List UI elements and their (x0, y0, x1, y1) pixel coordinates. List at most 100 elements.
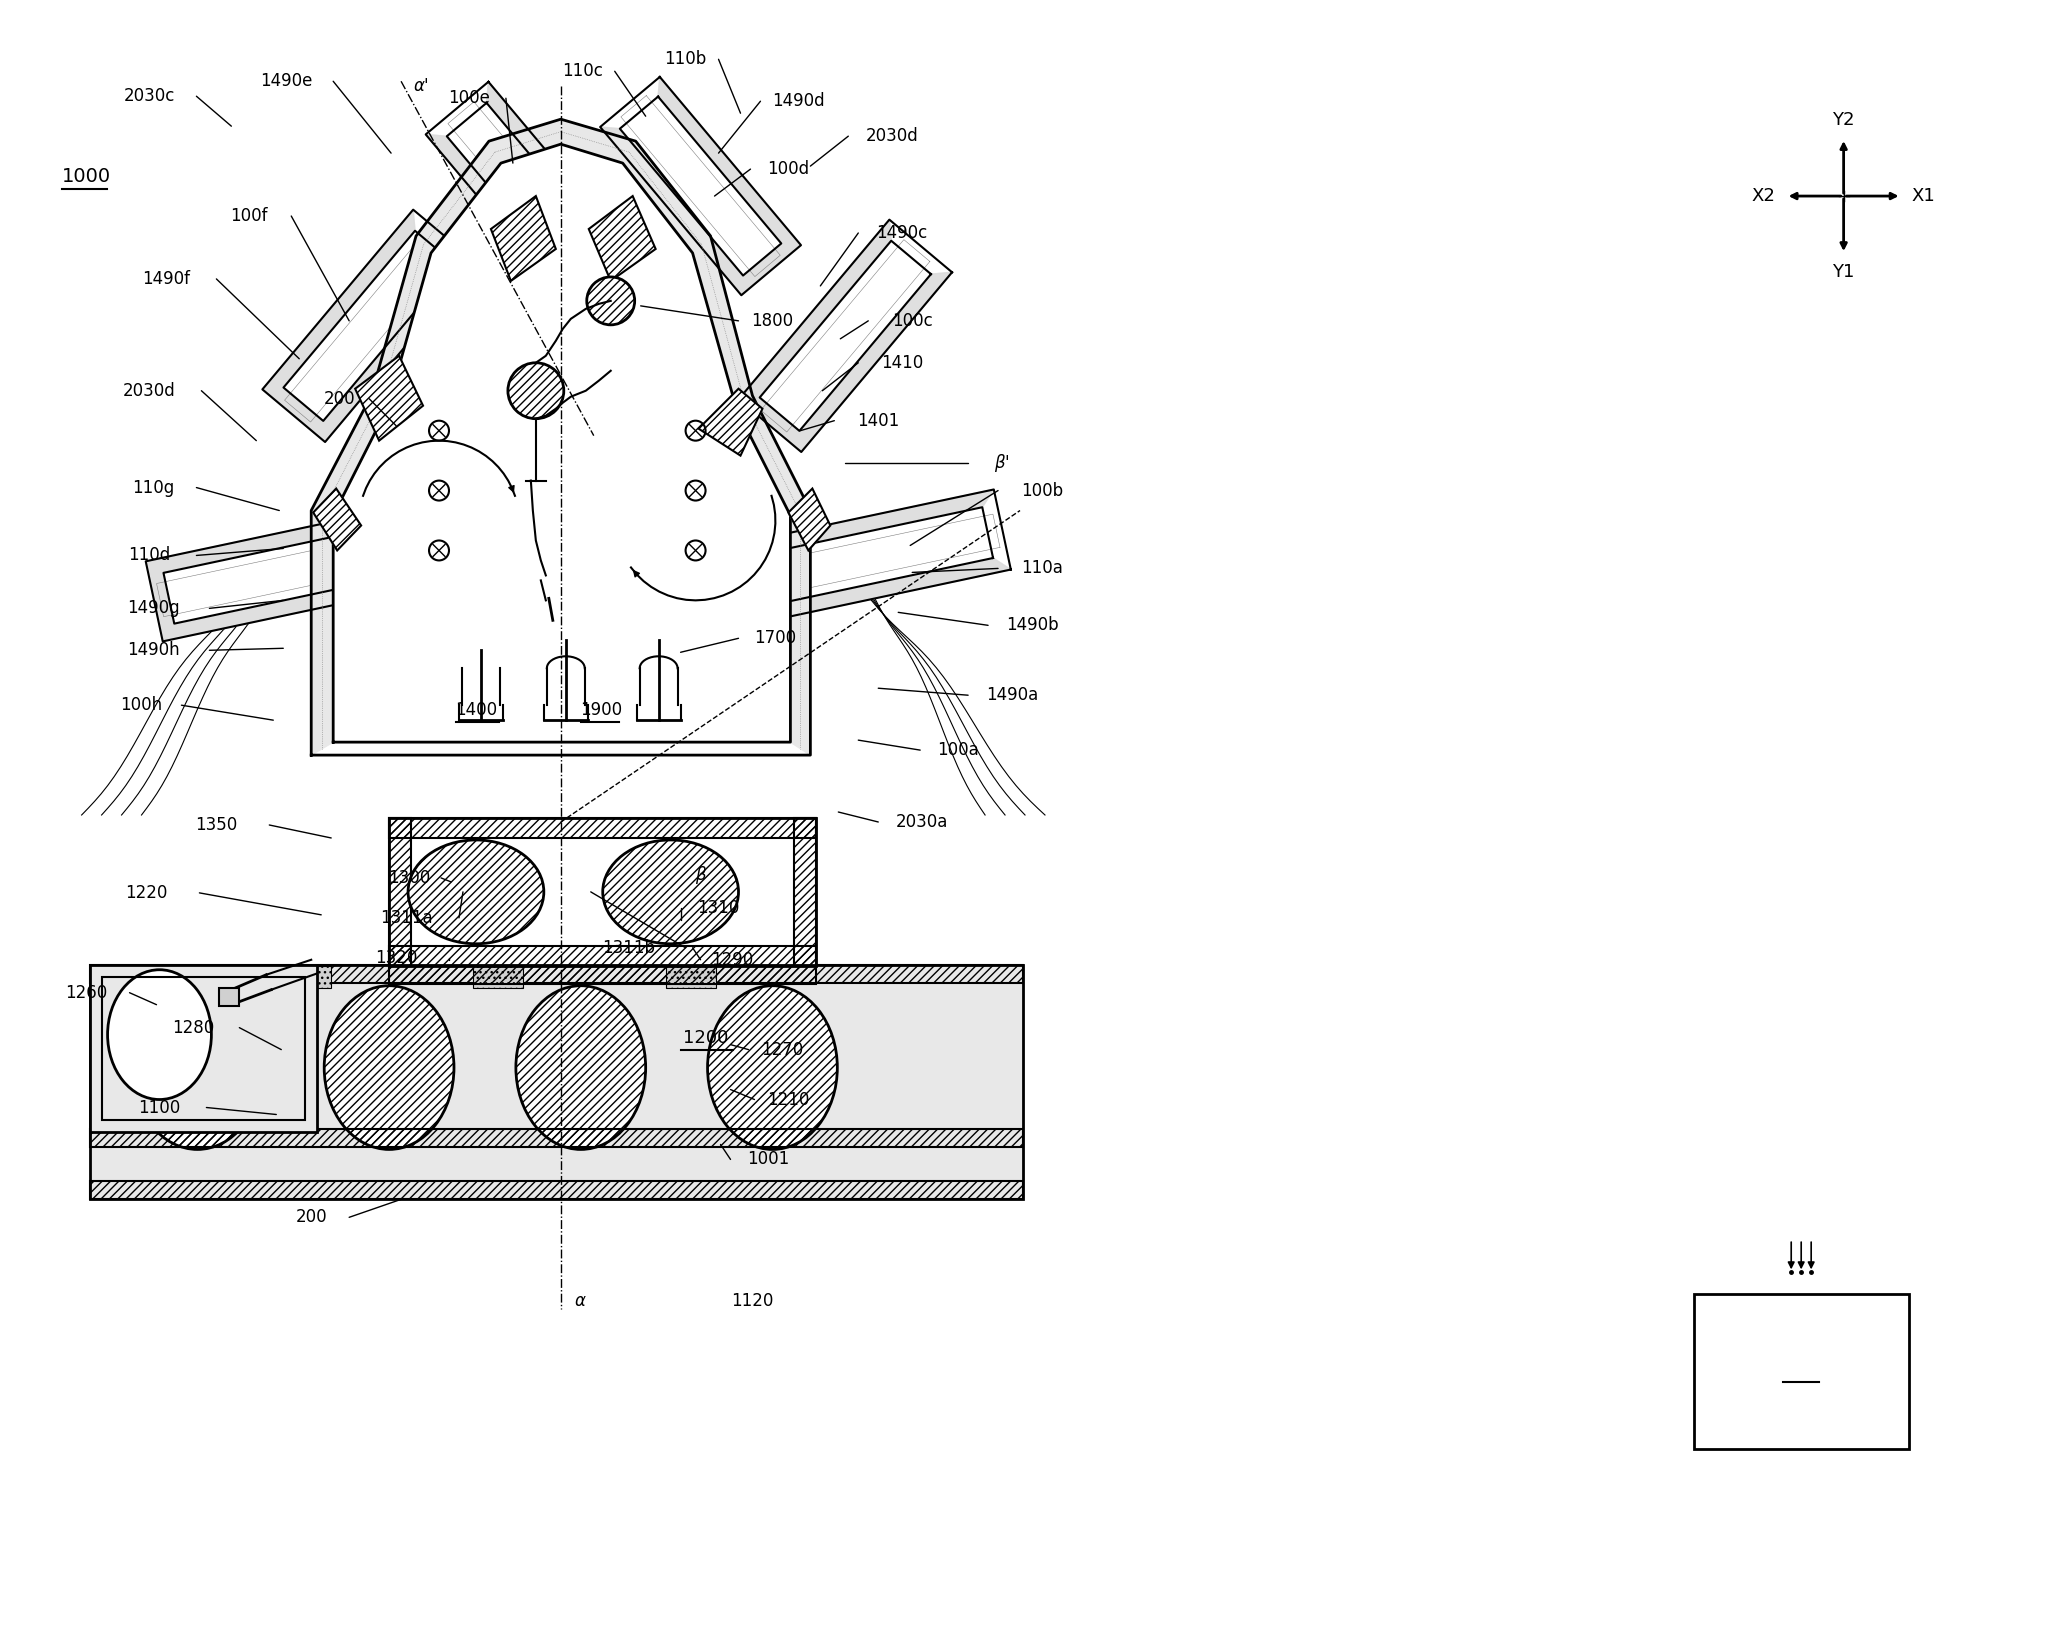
Text: 110d: 110d (128, 547, 172, 565)
Text: 1000: 1000 (62, 167, 112, 185)
Text: 1490c: 1490c (876, 224, 928, 242)
Bar (89, 964, 316, 1133)
Bar (1693, 1295, 1908, 1449)
Text: 1210: 1210 (767, 1090, 810, 1108)
Text: 1320: 1320 (374, 949, 418, 967)
Polygon shape (750, 489, 1011, 622)
Text: 260: 260 (1782, 1362, 1819, 1382)
Polygon shape (145, 509, 407, 642)
Text: Y2: Y2 (1831, 111, 1854, 129)
Text: 110c: 110c (562, 62, 604, 80)
Text: 200: 200 (296, 1208, 327, 1226)
Bar (389, 818, 411, 966)
Polygon shape (263, 210, 475, 442)
Bar (389, 946, 816, 966)
Polygon shape (263, 210, 475, 442)
Text: 1270: 1270 (761, 1041, 804, 1059)
Text: 1310: 1310 (697, 899, 740, 917)
Ellipse shape (508, 363, 564, 419)
Polygon shape (446, 103, 614, 290)
Bar (389, 818, 816, 966)
Text: 110g: 110g (132, 478, 174, 496)
Text: 100a: 100a (936, 742, 980, 760)
Polygon shape (312, 120, 810, 755)
Polygon shape (314, 488, 362, 550)
Polygon shape (599, 77, 802, 295)
Bar (219, 987, 240, 1005)
Polygon shape (788, 488, 831, 550)
Text: 1400: 1400 (455, 701, 496, 719)
Text: 110b: 110b (664, 51, 707, 69)
Text: 1490g: 1490g (128, 599, 180, 617)
Text: 1200: 1200 (682, 1028, 728, 1046)
Ellipse shape (325, 985, 455, 1149)
Polygon shape (283, 231, 455, 421)
Polygon shape (589, 196, 655, 282)
Text: 1350: 1350 (194, 815, 238, 833)
Bar (666, 966, 715, 987)
Polygon shape (145, 509, 407, 642)
Text: X1: X1 (1912, 187, 1935, 205)
Bar (89, 964, 1023, 1200)
Text: 100f: 100f (232, 206, 269, 224)
Bar (101, 977, 306, 1120)
Text: 1490d: 1490d (773, 92, 825, 110)
Bar (89, 964, 1023, 1200)
Polygon shape (492, 196, 556, 282)
Text: 110a: 110a (1021, 560, 1062, 578)
Ellipse shape (107, 969, 211, 1100)
Ellipse shape (517, 985, 645, 1149)
Text: 1311b: 1311b (601, 938, 655, 956)
Text: Y1: Y1 (1833, 264, 1854, 282)
Text: $\alpha$': $\alpha$' (413, 77, 430, 95)
Polygon shape (761, 241, 930, 431)
Text: 2030d: 2030d (866, 128, 918, 146)
Polygon shape (699, 388, 763, 455)
Polygon shape (620, 97, 781, 275)
Text: $\beta$: $\beta$ (695, 864, 707, 886)
Bar (389, 818, 816, 838)
Text: 100h: 100h (120, 696, 163, 714)
Text: 100c: 100c (891, 311, 932, 329)
Text: 100e: 100e (449, 90, 490, 108)
Bar (794, 818, 816, 966)
Text: 1001: 1001 (748, 1151, 790, 1169)
Text: 200: 200 (322, 390, 356, 408)
Text: 1490h: 1490h (128, 642, 180, 660)
Bar (281, 966, 331, 987)
Text: $\alpha$: $\alpha$ (575, 1292, 587, 1310)
Text: 1800: 1800 (752, 311, 794, 329)
Text: 1900: 1900 (579, 701, 622, 719)
Polygon shape (599, 77, 802, 295)
Bar (473, 966, 523, 987)
Ellipse shape (132, 985, 263, 1149)
Text: 100d: 100d (767, 160, 810, 178)
Text: 1410: 1410 (881, 354, 924, 372)
Text: $\beta$': $\beta$' (994, 452, 1011, 473)
Polygon shape (767, 507, 992, 604)
Bar (89, 964, 1023, 982)
Ellipse shape (707, 985, 837, 1149)
Text: 1290: 1290 (711, 951, 754, 969)
Text: 1220: 1220 (126, 884, 167, 902)
Text: 2030a: 2030a (895, 814, 949, 832)
Text: 1280: 1280 (172, 1018, 215, 1036)
Polygon shape (426, 82, 637, 311)
Ellipse shape (587, 277, 635, 324)
Ellipse shape (407, 840, 544, 945)
Ellipse shape (604, 840, 738, 945)
Polygon shape (738, 219, 953, 452)
Text: 1490a: 1490a (986, 686, 1038, 704)
Text: 1700: 1700 (754, 629, 796, 647)
Text: 1120: 1120 (732, 1292, 773, 1310)
Polygon shape (738, 219, 953, 452)
Text: 1311a: 1311a (380, 909, 432, 927)
Text: 1490e: 1490e (260, 72, 312, 90)
Polygon shape (163, 527, 389, 624)
Bar (89, 1182, 1023, 1200)
Text: X2: X2 (1753, 187, 1776, 205)
Bar (89, 1130, 1023, 1148)
Polygon shape (333, 144, 790, 742)
Bar (389, 966, 816, 984)
Text: 1490f: 1490f (143, 270, 190, 288)
